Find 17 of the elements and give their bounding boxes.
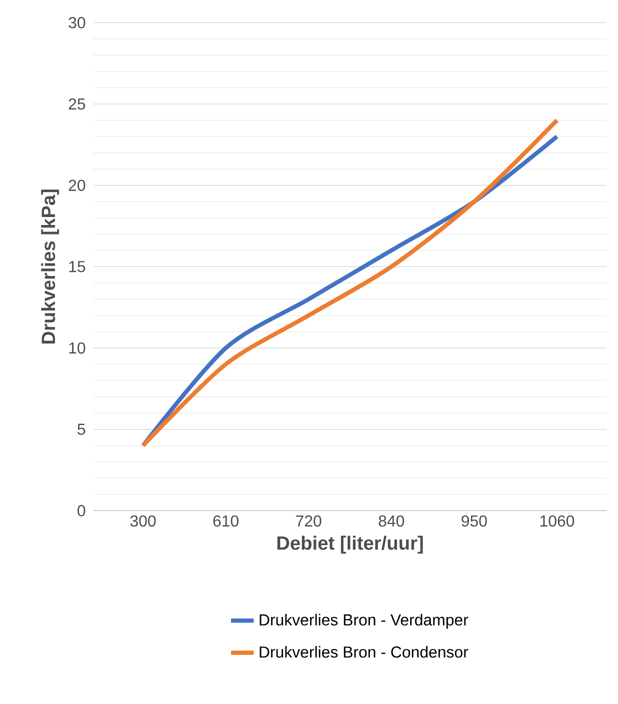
x-tick-label: 1060 [540, 515, 574, 527]
y-tick-label: 0 [78, 505, 86, 516]
y-tick-label: 5 [78, 424, 86, 435]
y-tick-label: 30 [68, 17, 86, 28]
x-tick-label: 720 [296, 515, 322, 527]
x-tick-label: 840 [378, 515, 404, 527]
y-axis-title: Drukverlies [kPa] [41, 190, 59, 344]
y-tick-label: 20 [68, 180, 86, 191]
legend-label: Drukverlies Bron - Condensor [260, 646, 468, 658]
x-tick-label: 610 [213, 515, 238, 527]
x-axis-title: Debiet [liter/uur] [277, 536, 423, 554]
legend-label: Drukverlies Bron - Verdamper [260, 614, 468, 629]
y-tick-label: 10 [69, 342, 86, 354]
x-tick-label: 950 [462, 515, 487, 527]
y-tick-label: 25 [68, 98, 86, 110]
x-tick-label: 300 [130, 515, 156, 527]
y-tick-label: 15 [69, 261, 86, 272]
